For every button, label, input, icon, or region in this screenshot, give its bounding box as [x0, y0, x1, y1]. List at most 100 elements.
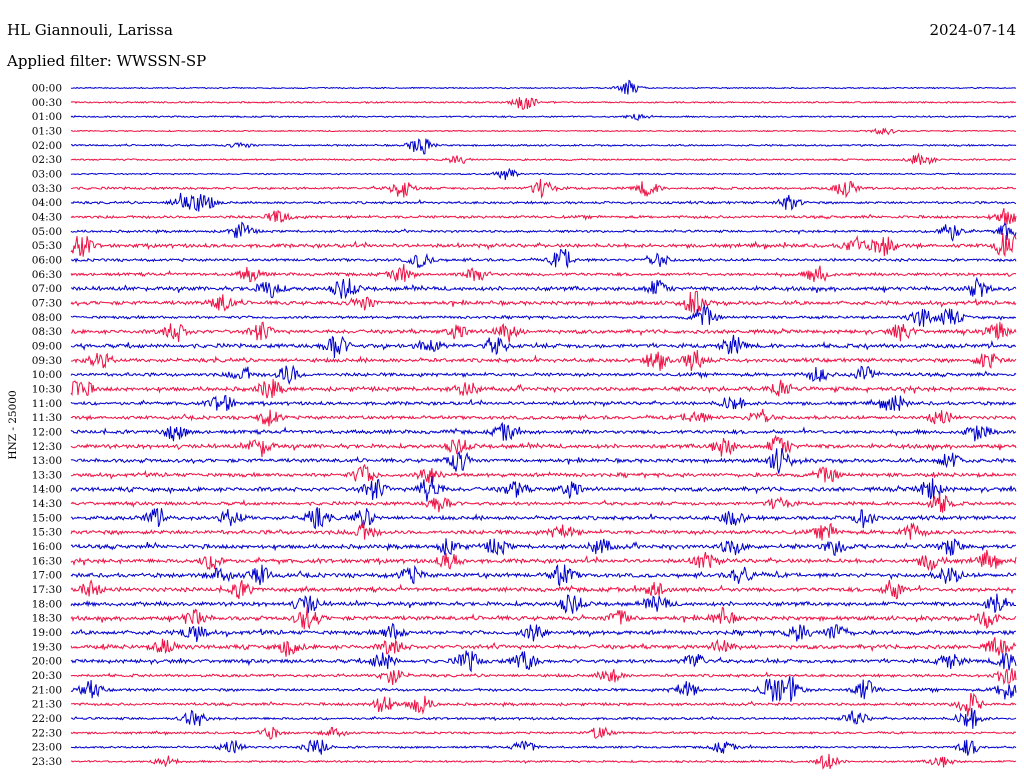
trace-2130 — [70, 692, 1017, 717]
row-label-1200: 12:00 — [32, 426, 62, 438]
row-label-0730: 07:30 — [32, 297, 62, 309]
row-label-1400: 14:00 — [32, 484, 62, 496]
trace-1630 — [70, 549, 1017, 573]
row-label-1730: 17:30 — [32, 584, 62, 596]
trace-1300 — [70, 447, 1017, 474]
trace-1930 — [70, 637, 1017, 657]
trace-2100 — [70, 676, 1017, 703]
row-label-0000: 00:00 — [32, 83, 62, 95]
row-label-0530: 05:30 — [32, 240, 62, 252]
trace-0230 — [70, 152, 1017, 166]
trace-0730 — [70, 290, 1017, 313]
row-label-0630: 06:30 — [32, 269, 62, 281]
trace-0130 — [70, 127, 1017, 136]
row-label-2330: 23:30 — [32, 756, 62, 768]
row-label-0230: 02:30 — [32, 154, 62, 166]
trace-0200 — [70, 138, 1017, 155]
trace-1600 — [70, 538, 1017, 557]
trace-rows — [70, 79, 1017, 770]
row-label-2130: 21:30 — [32, 699, 62, 711]
trace-0530 — [70, 232, 1017, 258]
row-label-1800: 18:00 — [32, 598, 62, 610]
row-label-0030: 00:30 — [32, 97, 62, 109]
row-label-2030: 20:30 — [32, 670, 62, 682]
trace-0100 — [70, 113, 1017, 122]
row-label-1300: 13:00 — [32, 455, 62, 467]
row-label-1900: 19:00 — [32, 627, 62, 639]
row-label-0100: 01:00 — [32, 111, 62, 123]
trace-1200 — [70, 421, 1017, 442]
y-axis-label: HNZ - 25000 — [7, 390, 19, 459]
row-label-1000: 10:00 — [32, 369, 62, 381]
trace-1530 — [70, 519, 1017, 541]
row-label-1100: 11:00 — [32, 398, 62, 410]
row-label-1130: 11:30 — [32, 412, 62, 424]
trace-0900 — [70, 334, 1016, 359]
trace-1000 — [70, 364, 1017, 385]
trace-0830 — [70, 321, 1017, 343]
date-label: 2024-07-14 — [930, 21, 1016, 39]
row-label-1330: 13:30 — [32, 469, 62, 481]
trace-1230 — [70, 434, 1017, 458]
row-label-0330: 03:30 — [32, 183, 62, 195]
trace-0930 — [70, 349, 1017, 371]
trace-1430 — [70, 493, 1017, 513]
trace-0000 — [71, 79, 1016, 95]
row-label-0500: 05:00 — [32, 226, 62, 238]
row-labels: 00:00 00:30 01:00 01:30 02:00 02:30 03:00 03:30… — [32, 83, 62, 769]
row-label-0400: 04:00 — [32, 197, 62, 209]
row-label-1600: 16:00 — [32, 541, 62, 553]
trace-2330 — [70, 753, 1017, 770]
trace-1830 — [70, 606, 1017, 630]
trace-1400 — [70, 475, 1017, 502]
row-label-0430: 04:30 — [32, 211, 62, 223]
trace-2000 — [70, 650, 1017, 673]
trace-1030 — [70, 378, 1017, 399]
row-label-2300: 23:00 — [32, 742, 62, 754]
row-label-0700: 07:00 — [32, 283, 62, 295]
trace-0800 — [70, 304, 1017, 327]
trace-0030 — [70, 97, 1017, 110]
trace-0330 — [70, 178, 1017, 199]
row-label-2000: 20:00 — [32, 656, 62, 668]
trace-1730 — [70, 579, 1016, 600]
trace-1130 — [70, 408, 1017, 427]
row-label-1030: 10:30 — [32, 383, 62, 395]
trace-2030 — [70, 668, 1017, 686]
row-label-0900: 09:00 — [32, 340, 62, 352]
row-label-0300: 03:00 — [32, 168, 62, 180]
filter-label: Applied filter: WWSSN-SP — [6, 52, 206, 70]
trace-0500 — [70, 221, 1017, 242]
trace-1100 — [70, 394, 1017, 411]
row-label-0600: 06:00 — [32, 254, 62, 266]
row-label-2230: 22:30 — [32, 727, 62, 739]
row-label-1830: 18:30 — [32, 613, 62, 625]
row-label-1430: 14:30 — [32, 498, 62, 510]
row-label-1630: 16:30 — [32, 555, 62, 567]
row-label-2100: 21:00 — [32, 684, 62, 696]
trace-0600 — [70, 248, 1017, 269]
row-label-1500: 15:00 — [32, 512, 62, 524]
row-label-0130: 01:30 — [32, 125, 62, 137]
trace-0430 — [70, 208, 1017, 226]
trace-1500 — [70, 507, 1017, 530]
row-label-2200: 22:00 — [32, 713, 62, 725]
trace-0700 — [70, 276, 1017, 300]
trace-1700 — [70, 564, 1017, 587]
trace-1900 — [70, 622, 1016, 643]
trace-2200 — [70, 707, 1017, 729]
row-label-1700: 17:00 — [32, 570, 62, 582]
trace-0630 — [70, 264, 1017, 283]
trace-2230 — [70, 726, 1016, 740]
trace-1330 — [71, 463, 1017, 484]
trace-1800 — [70, 593, 1016, 614]
row-label-0800: 08:00 — [32, 312, 62, 324]
row-label-1530: 15:30 — [32, 527, 62, 539]
trace-0400 — [70, 192, 1017, 212]
row-label-1930: 19:30 — [32, 641, 62, 653]
row-label-0830: 08:30 — [32, 326, 62, 338]
row-label-1230: 12:30 — [32, 441, 62, 453]
trace-0300 — [70, 167, 1017, 181]
station-title: HL Giannouli, Larissa — [7, 21, 173, 39]
